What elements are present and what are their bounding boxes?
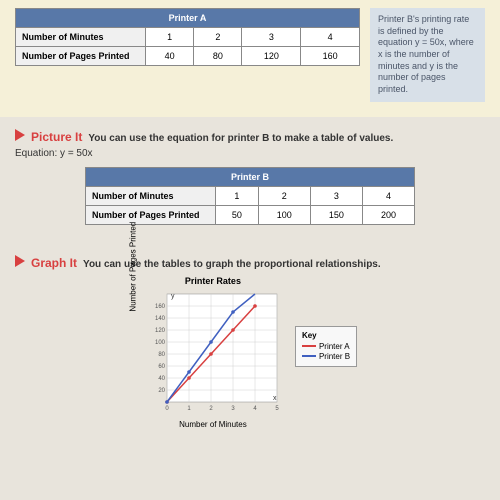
svg-text:y: y [171,293,175,300]
svg-text:120: 120 [155,328,166,334]
svg-text:0: 0 [165,406,169,412]
key-title: Key [302,331,350,340]
table-b-row2: Number of Pages Printed [86,205,216,224]
table-b-header: Printer B [86,167,415,186]
picture-title-row: Picture It You can use the equation for … [15,129,485,144]
graph-area: Printer Rates Number of Pages Printed 20… [15,276,485,429]
key-box: Key Printer A Printer B [295,326,357,367]
graph-container: Printer Rates Number of Pages Printed 20… [143,276,283,429]
svg-text:1: 1 [187,406,191,412]
picture-desc: You can use the equation for printer B t… [88,133,393,144]
svg-text:60: 60 [158,364,165,370]
arrow-icon [15,129,25,141]
table-b: Printer B Number of Minutes 1 2 3 4 Numb… [85,167,415,225]
table-b-row1: Number of Minutes [86,186,216,205]
svg-text:80: 80 [158,352,165,358]
picture-section: Picture It You can use the equation for … [0,117,500,243]
table-a-row2: Number of Pages Printed [16,47,146,66]
key-label-b: Printer B [319,352,350,361]
svg-text:140: 140 [155,316,166,322]
key-line-a-icon [302,345,316,347]
y-axis-label: Number of Pages Printed [128,222,137,312]
svg-text:100: 100 [155,340,166,346]
x-axis-label: Number of Minutes [143,420,283,429]
key-item-a: Printer A [302,342,350,351]
svg-text:40: 40 [158,376,165,382]
graph-label: Graph It [31,256,77,270]
svg-text:4: 4 [253,406,257,412]
table-b-wrap: Printer B Number of Minutes 1 2 3 4 Numb… [85,167,415,225]
key-label-a: Printer A [319,342,350,351]
graph-title-row: Graph It You can use the tables to graph… [15,255,485,270]
graph-section: Graph It You can use the tables to graph… [0,243,500,441]
chart-title: Printer Rates [143,276,283,286]
key-line-b-icon [302,355,316,357]
top-section: Printer A Number of Minutes 1 2 3 4 Numb… [0,0,500,117]
picture-label: Picture It [31,130,82,144]
svg-text:5: 5 [275,406,279,412]
svg-text:2: 2 [209,406,213,412]
equation-text: Equation: y = 50x [15,148,485,159]
chart-svg: 20 40 60 80 100 120 140 160 0 1 2 3 4 5 y x [143,288,283,418]
table-a-row1: Number of Minutes [16,28,146,47]
arrow-icon [15,255,25,267]
svg-text:x: x [273,395,277,402]
info-box: Printer B's printing rate is defined by … [370,8,485,102]
key-item-b: Printer B [302,352,350,361]
svg-text:20: 20 [158,388,165,394]
svg-text:3: 3 [231,406,235,412]
svg-text:160: 160 [155,304,166,310]
table-a-wrap: Printer A Number of Minutes 1 2 3 4 Numb… [15,8,360,66]
table-a: Printer A Number of Minutes 1 2 3 4 Numb… [15,8,360,66]
table-a-header: Printer A [16,9,360,28]
